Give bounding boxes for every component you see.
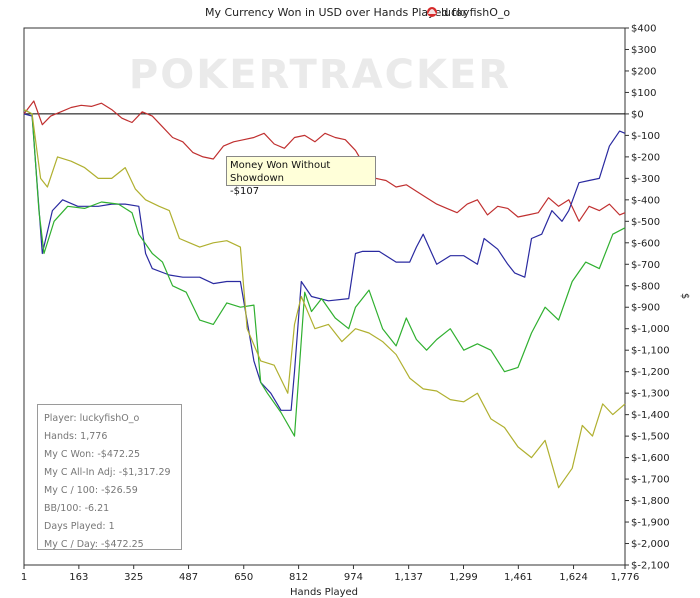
stat-bb-100: BB/100: -6.21 xyxy=(44,503,110,514)
x-tick-label: 325 xyxy=(124,572,143,583)
y-tick-label: $-200 xyxy=(631,152,660,163)
chart-title: My Currency Won in USD over Hands Played… xyxy=(205,6,468,19)
series-line-0 xyxy=(23,100,626,222)
y-tick-label: $-100 xyxy=(631,131,660,142)
y-tick-label: $-1,800 xyxy=(631,496,670,507)
y-tick-label: $400 xyxy=(631,24,656,35)
y-axis: $400 $300 $200 $100 $0 $-100 $-200 $-300 $-400 $-… xyxy=(625,24,670,572)
plot-area xyxy=(23,27,626,566)
pokertracker-watermark: POKERTRACKER xyxy=(129,52,511,98)
x-axis-label: Hands Played xyxy=(290,587,358,598)
chart-title-player: luckyfishO_o xyxy=(441,6,510,19)
x-tick-label: 812 xyxy=(289,572,308,583)
y-tick-label: $-1,300 xyxy=(631,389,670,400)
stat-days-played: Days Played: 1 xyxy=(44,521,115,532)
tooltip-value: -$107 xyxy=(230,186,260,197)
y-tick-label: $-1,500 xyxy=(631,432,670,443)
stat-allin-adj: My C All-In Adj: -$1,317.29 xyxy=(44,467,171,478)
series-line-1 xyxy=(23,113,626,411)
tooltip-label: Money Won Without Showdown xyxy=(230,160,331,184)
y-tick-label: $-1,600 xyxy=(631,453,670,464)
series-line-2 xyxy=(23,109,626,437)
y-axis-label: $ xyxy=(679,293,690,299)
x-tick-label: 650 xyxy=(234,572,253,583)
y-tick-label: $-900 xyxy=(631,303,660,314)
y-tick-label: $200 xyxy=(631,66,656,77)
stats-box: Player: luckyfishO_o Hands: 1,776 My C W… xyxy=(37,404,182,550)
stat-hands: Hands: 1,776 xyxy=(44,431,108,442)
stat-player: Player: luckyfishO_o xyxy=(44,413,140,424)
x-tick-label: 1,461 xyxy=(504,572,533,583)
y-tick-label: $-1,700 xyxy=(631,475,670,486)
y-tick-label: $-600 xyxy=(631,238,660,249)
x-tick-label: 1,137 xyxy=(394,572,423,583)
y-tick-label: $-400 xyxy=(631,195,660,206)
x-tick-label: 974 xyxy=(344,572,363,583)
y-tick-label: $-2,000 xyxy=(631,539,670,550)
stat-won: My C Won: -$472.25 xyxy=(44,449,141,460)
x-tick-label: 1,624 xyxy=(559,572,588,583)
y-tick-label: $0 xyxy=(631,109,644,120)
x-tick-label: 1 xyxy=(21,572,27,583)
y-tick-label: $-1,200 xyxy=(631,367,670,378)
y-tick-label: $-500 xyxy=(631,217,660,228)
y-tick-label: $-300 xyxy=(631,174,660,185)
x-tick-label: 1,299 xyxy=(449,572,478,583)
series-layer xyxy=(23,100,626,489)
y-tick-label: $100 xyxy=(631,88,656,99)
y-tick-label: $-800 xyxy=(631,281,660,292)
y-tick-label: $-2,100 xyxy=(631,561,670,572)
x-tick-label: 163 xyxy=(69,572,88,583)
x-tick-label: 1,776 xyxy=(611,572,640,583)
stat-per-day: My C / Day: -$472.25 xyxy=(44,539,144,550)
x-axis: 1 163 325 487 650 812 974 1,137 1,299 1,461 1,624 1… xyxy=(21,565,640,583)
y-tick-label: $-700 xyxy=(631,260,660,271)
x-tick-label: 487 xyxy=(179,572,198,583)
y-tick-label: $-1,000 xyxy=(631,324,670,335)
stat-per-100: My C / 100: -$26.59 xyxy=(44,485,138,496)
y-tick-label: $-1,100 xyxy=(631,346,670,357)
y-tick-label: $300 xyxy=(631,45,656,56)
player-icon xyxy=(427,7,437,17)
y-tick-label: $-1,400 xyxy=(631,410,670,421)
series-line-3 xyxy=(23,109,626,489)
y-tick-label: $-1,900 xyxy=(631,518,670,529)
tooltip: Money Won Without Showdown -$107 xyxy=(226,156,376,197)
